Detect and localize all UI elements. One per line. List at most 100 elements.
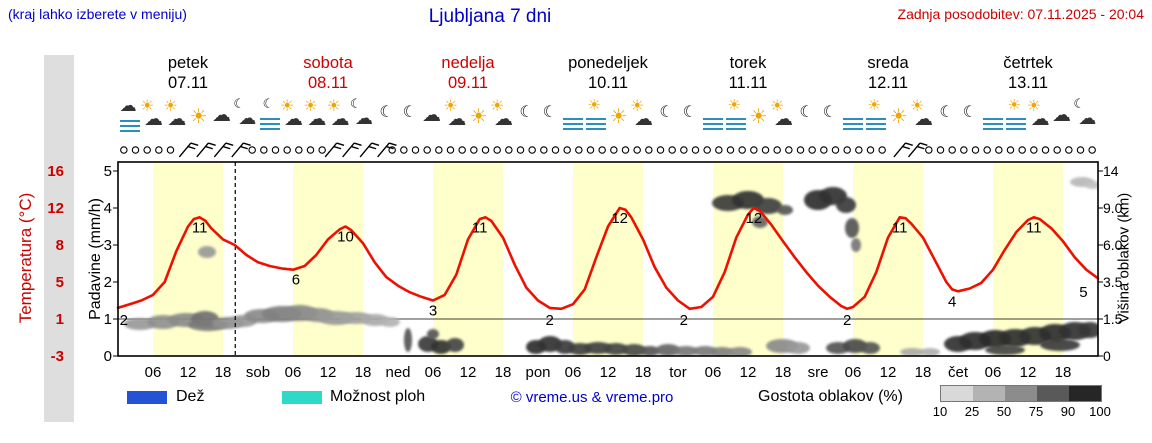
svg-text:2: 2: [843, 312, 851, 329]
moon-icon: ☾: [799, 102, 814, 121]
svg-text:3: 3: [104, 237, 112, 254]
moon-icon: ☾: [822, 102, 837, 121]
svg-text:12: 12: [740, 364, 757, 381]
svg-text:07.11: 07.11: [168, 74, 208, 92]
temp-curve: [116, 206, 1100, 311]
svg-text:11: 11: [892, 219, 908, 236]
svg-text:12: 12: [600, 364, 617, 381]
moon-cloud-icon: ☾ ☁: [233, 97, 257, 129]
day-headers: petek 07.11 sobota 08.11 nedelja 09.11 ponedel…: [168, 54, 1054, 92]
svg-text:11: 11: [1026, 219, 1042, 236]
temp-extrema-labels: 2 11 6 10 3 11 2 12 2 12 2 11 4 11 5: [120, 210, 1088, 329]
sun-cloud-icon: ☀ ☁: [163, 96, 187, 130]
sun-cloud-icon: ☀ ☁: [326, 96, 350, 130]
svg-text:-3: -3: [51, 348, 64, 365]
svg-text:10.11: 10.11: [588, 74, 628, 92]
svg-text:ponedeljek: ponedeljek: [568, 54, 649, 72]
svg-text:18: 18: [915, 364, 932, 381]
density-tick-label: 50: [996, 404, 1012, 419]
page-title: Ljubljana 7 dni: [428, 6, 552, 27]
showers-legend-label: Možnost ploh: [330, 388, 426, 405]
svg-text:9.0: 9.0: [1103, 200, 1123, 216]
wind-barbs: [178, 142, 928, 158]
rain-legend-label: Dež: [176, 388, 205, 405]
svg-text:08.11: 08.11: [308, 74, 348, 92]
sun-cloud-icon: ☀ ☁: [303, 96, 327, 130]
svg-text:čet: čet: [948, 364, 969, 381]
cloud-blobs: [124, 177, 1098, 356]
sun-cloud-icon: ☀ ☁: [910, 96, 933, 130]
svg-text:1: 1: [104, 311, 112, 328]
svg-text:12: 12: [320, 364, 337, 381]
svg-text:6.0: 6.0: [1103, 237, 1123, 253]
sun-icon: ☀: [889, 104, 908, 128]
svg-text:18: 18: [495, 364, 512, 381]
density-tick-label: 10: [932, 404, 948, 419]
svg-text:14: 14: [1103, 163, 1119, 179]
cloud-cover-row: [120, 146, 1096, 154]
sun-cloud-icon: ☀ ☁: [630, 96, 653, 130]
weather-icon-row: ☁ ☀ ☁ ☀ ☁ ☀ ☁ ☾ ☁ ☾ ☀ ☁ ☀ ☁ ☀ ☁ ☾ ☁ ☾ ☾ ☁ ☀ ☁ ☀ ☀ ☁ ☾ ☾ ☀ ☀ ☀ ☁ ☾ ☾ ☀ ☀ ☀ ☁ ☾ ☾…: [0, 0, 1152, 140]
svg-text:12: 12: [460, 364, 477, 381]
sun-cloud-icon: ☀ ☁: [443, 96, 467, 130]
svg-text:11.11: 11.11: [729, 74, 768, 92]
svg-text:12: 12: [1020, 364, 1037, 381]
density-tick-label: 90: [1060, 404, 1076, 419]
svg-text:18: 18: [635, 364, 652, 381]
svg-text:06: 06: [845, 364, 862, 381]
moon-icon: ☾: [379, 102, 394, 121]
density-tick-label: 25: [964, 404, 980, 419]
svg-text:11: 11: [472, 219, 488, 236]
rain-legend-swatch: [127, 391, 167, 404]
svg-text:pon: pon: [525, 364, 550, 381]
sun-cloud-icon: ☀ ☁: [1026, 96, 1050, 130]
svg-text:0: 0: [1103, 348, 1111, 364]
showers-legend-swatch: [282, 391, 322, 404]
svg-text:06: 06: [285, 364, 302, 381]
svg-text:06: 06: [425, 364, 442, 381]
temp-axis-ticks: 16 12 8 5 1 -3: [47, 163, 64, 365]
moon-icon: ☾: [962, 102, 977, 121]
left-margin-strip: [44, 55, 74, 422]
svg-text:16: 16: [47, 163, 64, 180]
svg-text:09.11: 09.11: [448, 74, 488, 92]
svg-text:18: 18: [355, 364, 372, 381]
svg-text:6: 6: [292, 272, 300, 289]
fog-moon-icon: ☾: [255, 98, 285, 136]
fog-sun-icon: ☀: [581, 98, 611, 136]
svg-text:četrtek: četrtek: [1003, 54, 1053, 72]
moon-icon: ☾: [519, 102, 534, 121]
cloud-icon: ☁: [422, 104, 441, 126]
svg-text:12: 12: [180, 364, 197, 381]
svg-text:12: 12: [611, 210, 628, 227]
location-hint: (kraj lahko izberete v meniju): [8, 6, 187, 22]
sun-icon: ☀: [469, 104, 488, 128]
svg-text:ned: ned: [385, 364, 410, 381]
svg-text:5: 5: [1079, 284, 1087, 301]
day-bands: [153, 162, 1063, 356]
svg-text:18: 18: [775, 364, 792, 381]
fog-icon: [838, 98, 868, 136]
moon-cloud-icon: ☾ ☁: [350, 97, 373, 129]
fog-sun-icon: ☀: [1001, 98, 1031, 136]
x-axis-ticks: 06 12 18 sob 06 12 18 ned 06 12 18 pon 06 12 18 tor 06 12…: [145, 364, 1072, 381]
svg-text:torek: torek: [730, 54, 767, 72]
density-tick-label: 75: [1028, 404, 1044, 419]
svg-text:4: 4: [948, 293, 956, 310]
svg-text:sob: sob: [246, 364, 270, 381]
fog-sun-icon: ☀: [721, 98, 751, 136]
sun-cloud-icon: ☀ ☁: [140, 96, 163, 130]
moon-icon: ☾: [542, 102, 557, 121]
svg-text:06: 06: [565, 364, 582, 381]
svg-text:12.11: 12.11: [868, 74, 908, 92]
moon-icon: ☾: [939, 102, 954, 121]
svg-text:2: 2: [120, 312, 128, 329]
precip-axis-ticks: 5 4 3 2 1 0: [104, 163, 112, 365]
svg-text:1: 1: [56, 311, 64, 328]
svg-text:18: 18: [215, 364, 232, 381]
copyright-link[interactable]: © vreme.us & vreme.pro: [510, 389, 674, 406]
fog-cloud-icon: ☁: [115, 98, 145, 136]
svg-text:5: 5: [104, 163, 112, 180]
svg-text:petek: petek: [168, 54, 209, 72]
